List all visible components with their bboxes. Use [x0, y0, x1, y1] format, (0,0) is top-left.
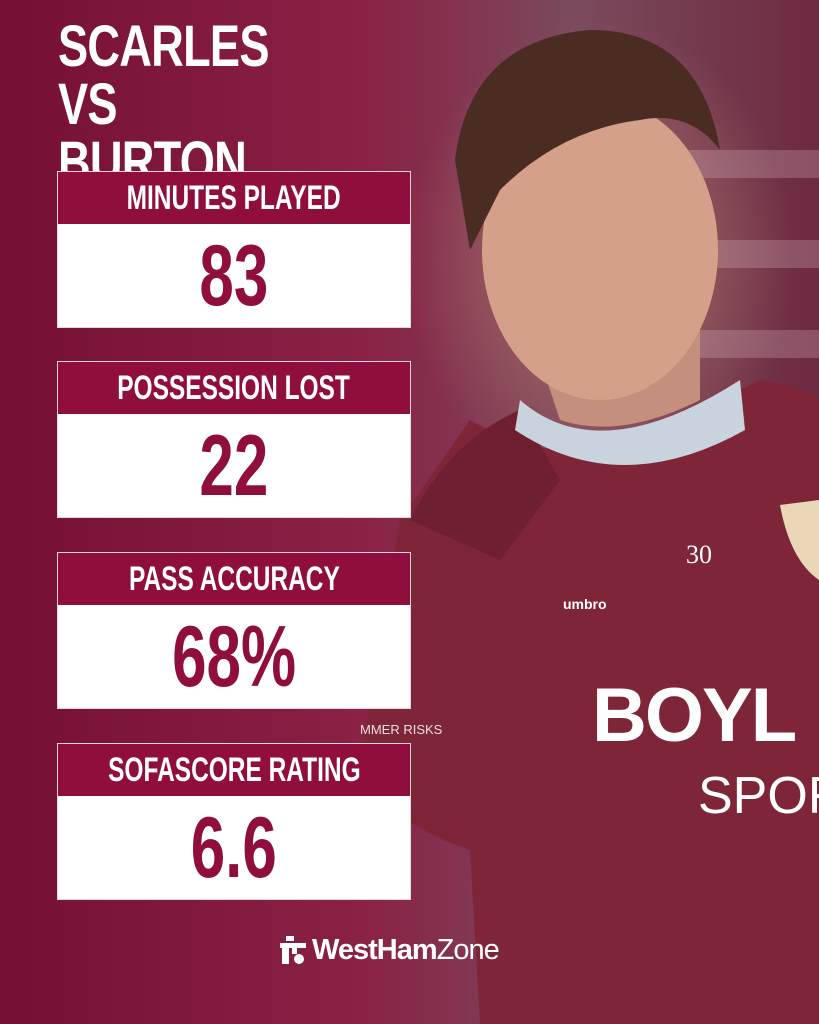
- stat-label: MINUTES PLAYED: [126, 178, 341, 217]
- page-title: SCARLES VS BURTON: [58, 18, 339, 192]
- stat-card-possession-lost: POSSESSION LOST 22: [57, 361, 411, 518]
- brand-logo: WestHam Zone: [280, 934, 500, 967]
- stat-label: PASS ACCURACY: [128, 559, 340, 598]
- stat-value: 83: [199, 227, 269, 324]
- sponsor-text: BOYL: [592, 673, 797, 758]
- brand-name-light: Zone: [436, 934, 500, 966]
- sponsor-text: SPOR: [698, 767, 819, 825]
- stat-label: POSSESSION LOST: [117, 368, 351, 407]
- stat-card-pass-accuracy: PASS ACCURACY 68%: [57, 552, 411, 709]
- shirt-number: 30: [686, 540, 712, 569]
- kit-brand: umbro: [563, 596, 607, 612]
- westhamzone-logo-icon: [280, 935, 306, 964]
- stat-value: 68%: [172, 608, 296, 705]
- title-line: SCARLES VS: [58, 14, 270, 137]
- stat-value: 22: [199, 417, 269, 514]
- brand-name-bold: WestHam: [312, 934, 438, 966]
- stat-label: SOFASCORE RATING: [107, 750, 361, 789]
- sleeve-text: MMER RISKS: [360, 722, 443, 737]
- stat-card-sofascore-rating: SOFASCORE RATING 6.6: [57, 743, 411, 900]
- stat-value: 6.6: [190, 799, 278, 896]
- stat-card-minutes-played: MINUTES PLAYED 83: [57, 171, 411, 328]
